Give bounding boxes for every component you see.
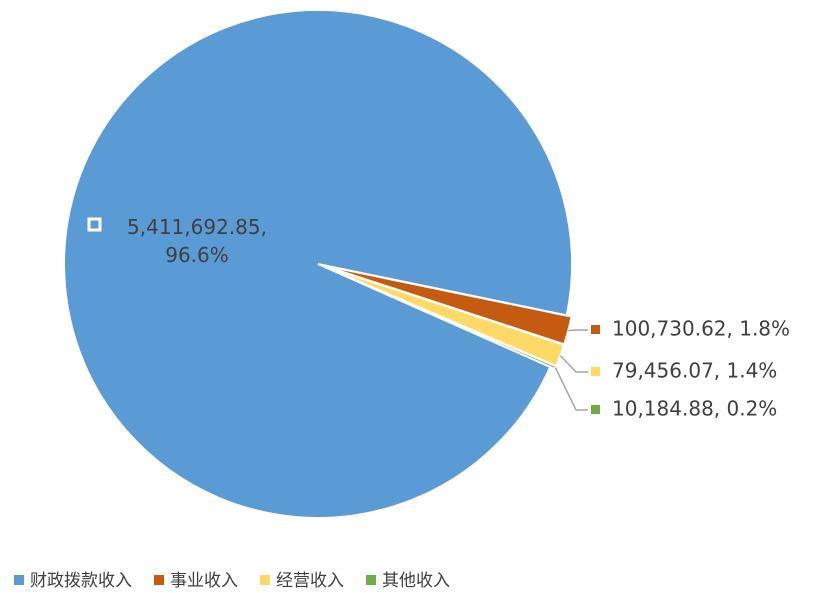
data-label-line: 96.6% [165,243,229,267]
legend-label: 其他收入 [382,571,450,591]
legend-label: 事业收入 [170,571,238,591]
leader-line [559,355,588,373]
legend-label: 经营收入 [276,571,344,591]
data-label: 79,456.07, 1.4% [612,359,777,383]
data-labels: 5,411,692.85, 96.6% 100,730.62, 1.8% 79,456… [87,215,790,421]
legend-swatch [14,575,24,585]
label-marker [591,405,600,414]
label-marker [591,325,600,334]
legend-label: 财政拨款收入 [30,571,132,591]
leader-line [554,367,588,411]
leader-line [568,329,588,332]
pie [63,9,573,519]
label-marker [87,217,102,232]
label-marker [591,367,600,376]
data-label: 100,730.62, 1.8% [612,317,790,341]
legend-swatch [260,575,270,585]
legend: 财政拨款收入 事业收入 经营收入 其他收入 [14,571,450,591]
legend-swatch [154,575,164,585]
legend-swatch [366,575,376,585]
data-label: 10,184.88, 0.2% [612,397,777,421]
data-label-line: 5,411,692.85, [127,215,267,239]
data-label: 5,411,692.85, 96.6% [127,215,267,267]
pie-slice [63,9,573,519]
